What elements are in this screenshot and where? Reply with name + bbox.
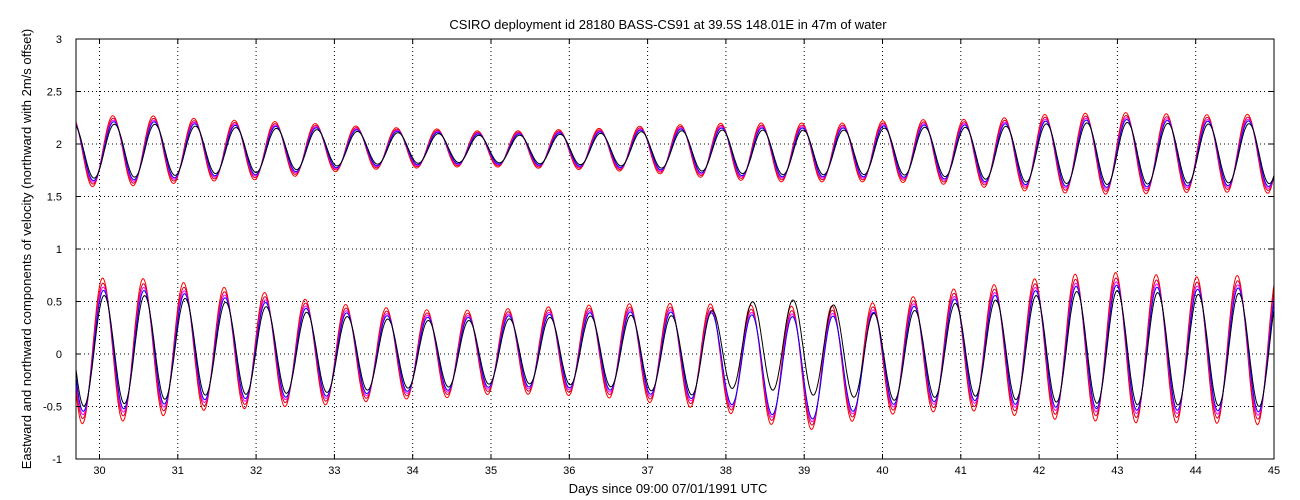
y-tick-label: 0.5 bbox=[47, 297, 62, 309]
chart-title: CSIRO deployment id 28180 BASS-CS91 at 3… bbox=[449, 17, 887, 32]
y-tick-label: -0.5 bbox=[43, 402, 62, 414]
y-tick-label: 0 bbox=[56, 349, 62, 361]
x-tick-label: 39 bbox=[798, 465, 810, 477]
x-tick-label: 38 bbox=[720, 465, 732, 477]
x-tick-label: 30 bbox=[93, 465, 105, 477]
y-tick-label: 3 bbox=[56, 34, 62, 46]
y-tick-label: -1 bbox=[52, 454, 62, 466]
x-tick-label: 41 bbox=[955, 465, 967, 477]
x-tick-label: 32 bbox=[250, 465, 262, 477]
x-tick-label: 34 bbox=[407, 465, 419, 477]
x-tick-label: 35 bbox=[485, 465, 497, 477]
y-tick-label: 1.5 bbox=[47, 192, 62, 204]
y-axis-label: Eastward and northward components of vel… bbox=[19, 29, 34, 470]
eastward-velocity-line-5 bbox=[75, 290, 1275, 407]
y-tick-label: 2 bbox=[56, 139, 62, 151]
northward-velocity-line-5 bbox=[75, 122, 1275, 186]
x-tick-label: 31 bbox=[172, 465, 184, 477]
x-tick-label: 44 bbox=[1190, 465, 1202, 477]
y-tick-label: 1 bbox=[56, 244, 62, 256]
x-axis-label: Days since 09:00 07/01/1991 UTC bbox=[569, 481, 768, 496]
x-tick-label: 36 bbox=[563, 465, 575, 477]
x-tick-label: 37 bbox=[641, 465, 653, 477]
x-tick-label: 43 bbox=[1111, 465, 1123, 477]
x-tick-label: 42 bbox=[1033, 465, 1045, 477]
x-tick-label: 40 bbox=[876, 465, 888, 477]
x-tick-label: 33 bbox=[328, 465, 340, 477]
lines-layer bbox=[75, 112, 1275, 431]
ticks-layer: 30 31 32 33 34 35 36 37 38 39 40 41 42 43 44 45-1-0.500… bbox=[43, 34, 1280, 477]
y-tick-label: 2.5 bbox=[47, 87, 62, 99]
x-tick-label: 45 bbox=[1268, 465, 1280, 477]
